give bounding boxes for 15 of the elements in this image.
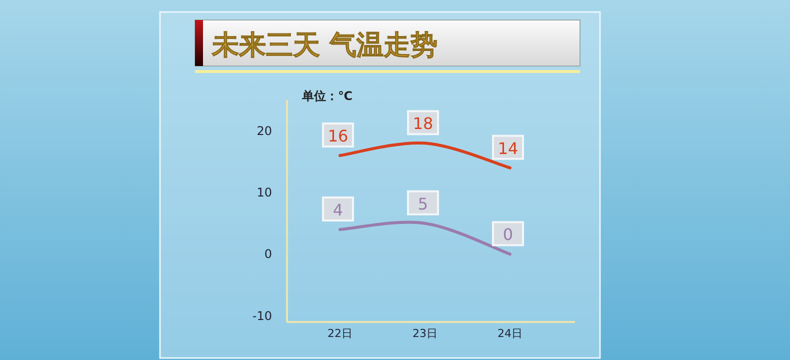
y-tick-label: -10 xyxy=(252,308,272,323)
x-tick-label: 24日 xyxy=(498,327,522,340)
data-label: 5 xyxy=(418,194,428,214)
data-label: 16 xyxy=(328,126,348,146)
data-label: 18 xyxy=(412,114,434,134)
data-label: 0 xyxy=(502,225,514,244)
y-tick-label: 10 xyxy=(256,186,272,200)
annotation: 单位：℃ xyxy=(301,89,353,103)
y-tick-label: 0 xyxy=(264,247,272,262)
data-label: 4 xyxy=(332,200,344,220)
x-tick-label: 23日 xyxy=(412,327,438,340)
data-label: 14 xyxy=(498,138,518,158)
x-tick-label: 22日 xyxy=(328,327,352,340)
chart-title: 未来三天 气温走势 xyxy=(211,30,438,61)
y-tick-label: 20 xyxy=(256,124,272,138)
